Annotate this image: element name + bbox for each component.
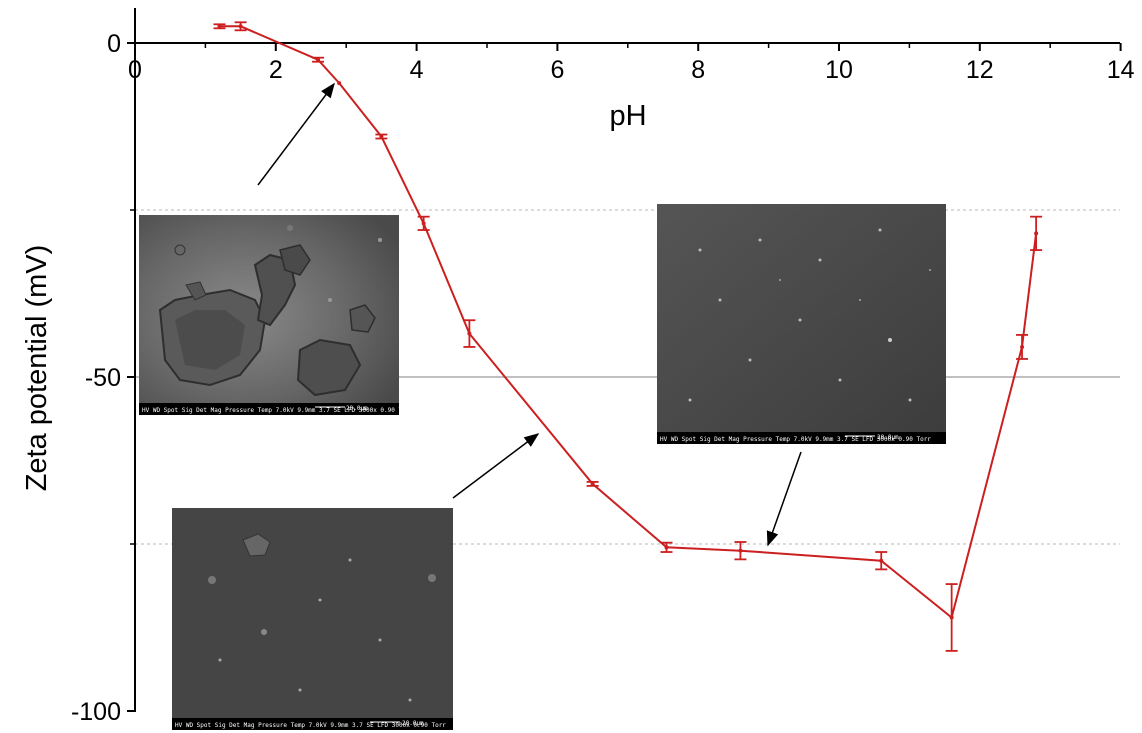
sem-scale-bar: 20.0μm (402, 720, 424, 727)
sem-info-bar: HV WD Spot Sig Det Mag Pressure Temp 7.0… (660, 436, 931, 443)
x-tick-label: 14 (1107, 56, 1135, 84)
arrow-to-ph3 (257, 82, 335, 186)
x-axis-ticks: 0 2 4 6 8 10 12 14 (128, 43, 1135, 84)
data-point (217, 24, 222, 29)
sem-image-ph6: HV WD Spot Sig Det Mag Pressure Temp 7.0… (172, 508, 453, 730)
data-point (379, 134, 384, 139)
data-point (1020, 344, 1025, 349)
arrow-to-ph6 (452, 433, 540, 499)
series-layer (213, 21, 1043, 652)
sem-info-bar: HV WD Spot Sig Det Mag Pressure Temp 7.0… (142, 407, 413, 414)
x-tick-label: 2 (269, 56, 283, 84)
sem-scale-bar: 20.0μm (877, 434, 899, 441)
x-axis-title: pH (609, 100, 646, 132)
data-point (467, 331, 472, 336)
data-point (590, 481, 595, 486)
data-point (738, 548, 743, 553)
x-tick-label: 8 (691, 56, 705, 84)
series-line (219, 25, 1038, 620)
annotation-arrows (257, 82, 802, 547)
data-point (337, 81, 342, 86)
sem-info-bar: HV WD Spot Sig Det Mag Pressure Temp 7.0… (175, 722, 446, 729)
data-point (949, 615, 954, 620)
y-tick-label: 0 (107, 30, 121, 58)
data-point (664, 545, 669, 550)
y-axis-ticks: 0 -50 -100 (71, 30, 135, 726)
sem-image-ph11: HV WD Spot Sig Det Mag Pressure Temp 7.0… (657, 204, 946, 444)
data-point (316, 57, 321, 62)
x-tick-label: 10 (825, 56, 853, 84)
sem-image-ph3: HV WD Spot Sig Det Mag Pressure Temp 7.0… (139, 215, 413, 415)
data-point (879, 558, 884, 563)
x-tick-label: 4 (410, 56, 424, 84)
arrow-to-ph11 (766, 451, 802, 547)
y-axis-title: Zeta potential (mV) (21, 245, 53, 492)
sem-scale-bar: 20.0μm (346, 405, 368, 412)
data-point (238, 24, 243, 29)
x-tick-label: 12 (966, 56, 994, 84)
x-tick-label: 0 (128, 56, 142, 84)
data-point (1034, 231, 1039, 236)
y-tick-label: -100 (71, 698, 121, 726)
x-tick-label: 6 (550, 56, 564, 84)
data-point (421, 221, 426, 226)
y-tick-label: -50 (85, 364, 121, 392)
